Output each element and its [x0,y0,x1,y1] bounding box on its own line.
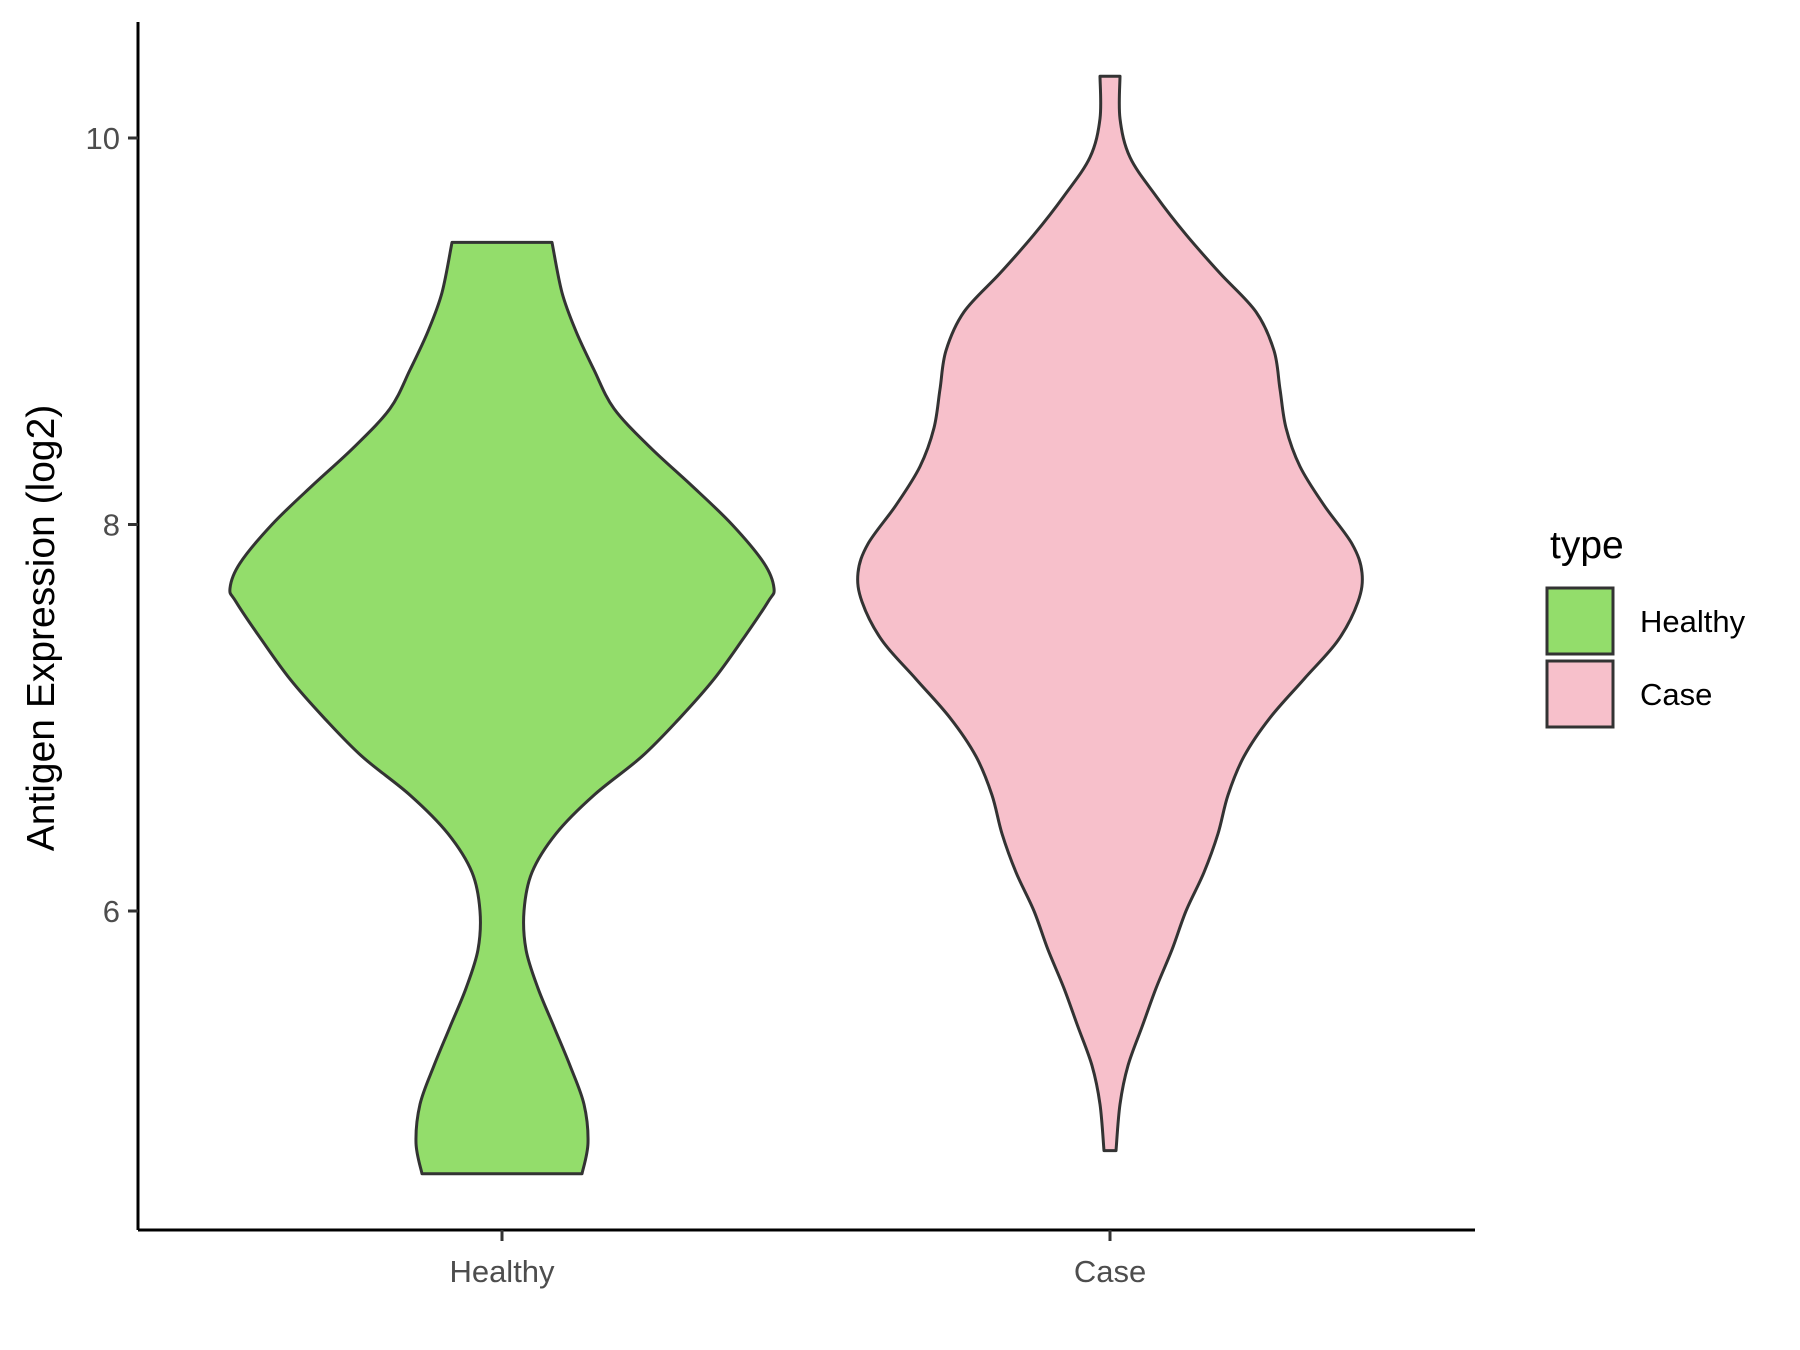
legend-title: type [1550,524,1624,567]
x-tick-label: Case [1074,1254,1146,1289]
legend-label-healthy: Healthy [1640,604,1746,639]
legend-key-case [1545,659,1615,729]
legend: type Healthy Case [1545,524,1746,729]
violins-layer [228,74,1364,1176]
violin-case [856,74,1364,1153]
y-tick-label: 10 [86,121,120,156]
legend-key-healthy [1545,586,1615,656]
x-tick-label: Healthy [449,1254,555,1289]
y-tick-label: 8 [103,508,120,543]
violin-healthy [228,240,776,1176]
y-tick-label: 6 [103,894,120,929]
legend-label-case: Case [1640,677,1712,712]
y-axis-title: Antigen Expression (log2) [20,405,63,852]
axes-layer: 6 8 10 Healthy Case [86,22,1475,1289]
